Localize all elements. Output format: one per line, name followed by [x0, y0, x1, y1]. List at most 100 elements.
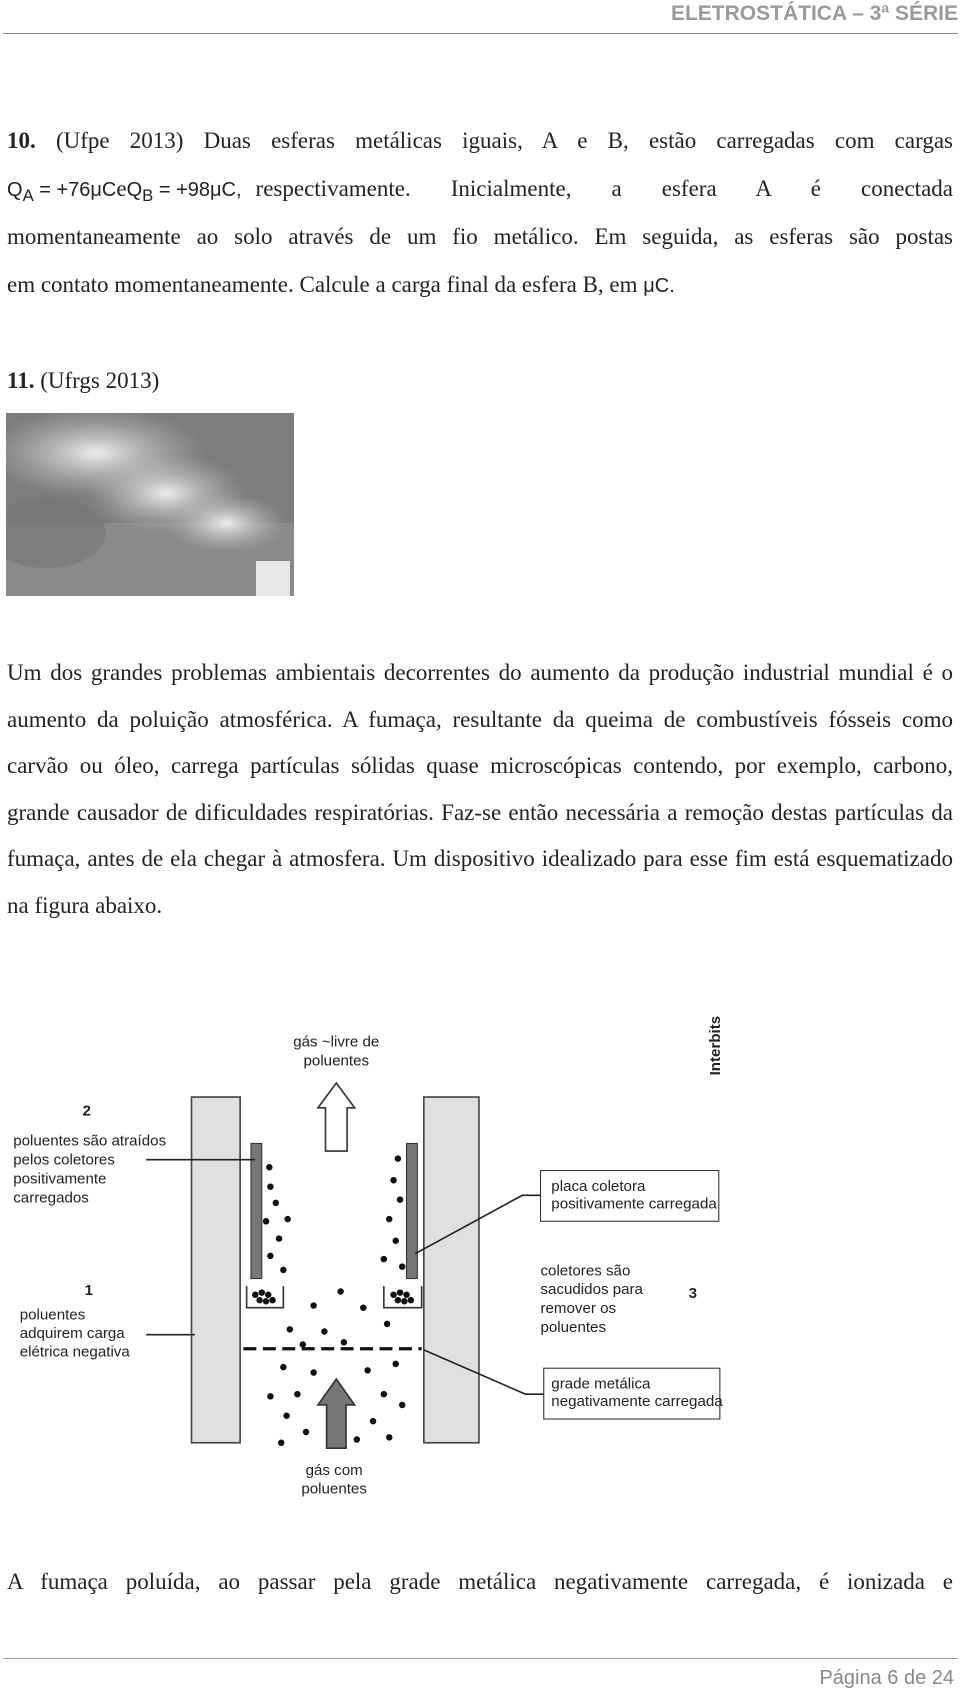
figure-label: sacudidos para	[541, 1281, 644, 1298]
question-number: 11.	[7, 368, 35, 393]
particle	[321, 1328, 328, 1335]
value: = +76μC	[39, 179, 117, 201]
particle	[252, 1291, 259, 1298]
particle	[280, 1266, 287, 1274]
question-line: QA = +76μC e QB = +98μC, respectivamente…	[7, 176, 953, 206]
question-text: momentaneamente ao solo através de um fi…	[7, 224, 953, 249]
arrow-up	[316, 1377, 357, 1449]
particle	[394, 1296, 402, 1304]
particle	[386, 1215, 393, 1223]
question-text: respectivamente. Inicialmente, a esfera …	[255, 176, 953, 201]
particle	[302, 1428, 310, 1436]
step-number: 1	[85, 1282, 93, 1299]
header-rule	[3, 33, 958, 34]
paragraph: A fumaça poluída, ao passar pela grade m…	[7, 1569, 953, 1594]
particle	[266, 1164, 273, 1171]
particle	[267, 1183, 274, 1190]
particle	[340, 1339, 348, 1346]
particle	[390, 1291, 397, 1298]
figure-label: remover os	[541, 1300, 617, 1317]
left-column	[190, 1096, 241, 1444]
tray	[245, 1286, 285, 1309]
question-line: em contato momentaneamente. Calcule a ca…	[7, 272, 953, 298]
particle	[269, 1296, 276, 1304]
particle	[392, 1237, 399, 1244]
particle	[294, 1390, 301, 1398]
particle	[256, 1296, 263, 1304]
particle	[284, 1215, 291, 1223]
particle	[277, 1439, 285, 1447]
figure-label: grade metálica	[551, 1376, 651, 1393]
figure-label: negativamente carregada	[551, 1393, 723, 1410]
collector	[250, 1142, 263, 1280]
charge-a: QA = +76μC	[7, 179, 116, 206]
symbol: Q	[126, 179, 143, 201]
figure: gás ~livre de poluentes poluentes são atra…	[13, 1016, 724, 1498]
figure-label: adquirem carga	[20, 1325, 126, 1342]
symbol: Q	[7, 179, 23, 201]
particle	[310, 1369, 317, 1376]
pointer	[423, 1349, 544, 1395]
particle	[286, 1326, 294, 1333]
connector: e	[116, 176, 127, 201]
page-number: Página 6 de 24	[819, 1667, 954, 1689]
question-text: Duas esferas metálicas iguais, A e B, es…	[203, 128, 953, 153]
header-title: ELETROSTÁTICA – 3ª SÉRIE	[670, 2, 958, 25]
figure-label: poluentes	[20, 1307, 86, 1324]
particle	[398, 1401, 406, 1409]
smokestack-photo	[6, 413, 294, 596]
question-line: 10. (Ufpe 2013) Duas esferas metálicas i…	[7, 128, 953, 154]
figure-label: positivamente carregada	[551, 1195, 717, 1212]
figure-label: positivamente	[13, 1170, 106, 1187]
particle	[364, 1367, 371, 1374]
arrow-up	[316, 1081, 357, 1152]
particle	[267, 1393, 274, 1400]
particle	[390, 1176, 397, 1184]
figure-label: poluentes	[541, 1319, 607, 1336]
figure-labels: gás ~livre de poluentes poluentes são atra…	[13, 1016, 724, 1498]
particle	[383, 1320, 391, 1328]
particle	[398, 1263, 406, 1270]
particle	[264, 1291, 272, 1298]
tray	[383, 1286, 423, 1309]
figure-label: placa coletora	[551, 1178, 646, 1195]
figure-label: poluentes são atraídos	[13, 1133, 166, 1150]
particle	[392, 1360, 399, 1368]
collector	[405, 1142, 418, 1280]
particle	[380, 1255, 388, 1263]
figure-label: pelos coletores	[13, 1152, 115, 1169]
particle	[380, 1390, 388, 1398]
particle	[394, 1155, 402, 1162]
paragraph: Um dos grandes problemas ambientais deco…	[7, 660, 953, 918]
step-number: 2	[83, 1102, 91, 1119]
figure-label: poluentes	[304, 1053, 370, 1070]
particle	[267, 1252, 274, 1260]
charge-b: QB = +98μC,	[127, 179, 242, 206]
source: (Ufrgs 2013)	[40, 368, 160, 393]
particle	[353, 1436, 361, 1443]
right-column	[423, 1096, 480, 1444]
question-text: em contato momentaneamente. Calcule a ca…	[7, 272, 638, 297]
label-box	[543, 1367, 721, 1420]
figure-label: gás com	[306, 1462, 363, 1479]
pointer	[414, 1194, 541, 1255]
figure-label: poluentes	[301, 1481, 367, 1498]
particle	[369, 1417, 377, 1425]
particle	[262, 1297, 270, 1305]
particle	[262, 1218, 270, 1225]
particle	[396, 1196, 404, 1203]
label-box	[539, 1169, 720, 1222]
particle	[403, 1291, 410, 1298]
step-number: 3	[689, 1285, 697, 1302]
footer-rule	[3, 1658, 958, 1659]
particle	[299, 1341, 307, 1348]
particle	[396, 1289, 404, 1296]
particle	[401, 1297, 408, 1305]
particles	[252, 1155, 415, 1447]
subscript: B	[142, 186, 154, 205]
value: = +98μC,	[158, 179, 242, 201]
question-number: 10.	[7, 128, 36, 153]
unit: μC.	[643, 275, 675, 297]
particle	[407, 1296, 415, 1304]
